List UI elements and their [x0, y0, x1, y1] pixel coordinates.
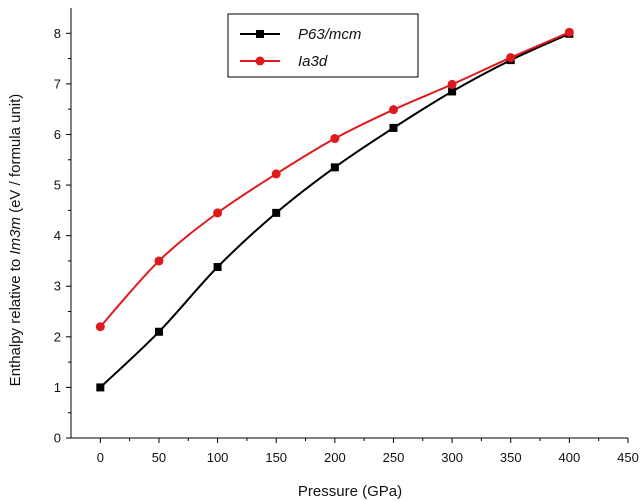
data-point-circle	[271, 169, 281, 179]
y-tick-label: 6	[54, 127, 61, 142]
y-tick-label: 2	[54, 329, 61, 344]
series-1	[95, 27, 574, 332]
data-point-circle	[447, 79, 457, 89]
x-tick-label: 450	[617, 450, 639, 465]
legend-marker-circle	[255, 56, 265, 66]
y-tick-label: 5	[54, 178, 61, 193]
data-point-circle	[564, 27, 574, 37]
data-point-circle	[95, 322, 105, 332]
ticks: 0 50 100 150 200 250 300 350 400 450 0 1 2 3 4 5 6 7 8	[54, 26, 639, 465]
legend-marker-square	[256, 30, 264, 38]
legend-entry: P63/mcm	[240, 26, 361, 43]
data-point-square	[389, 123, 398, 132]
data-point-circle	[213, 208, 223, 218]
y-axis-title-italic: Im3m	[7, 217, 24, 255]
legend-box	[227, 13, 419, 78]
y-axis-title-suffix: (eV / formula unit)	[7, 94, 24, 217]
data-point-square	[213, 263, 222, 272]
x-tick-label: 150	[265, 450, 287, 465]
series-0	[96, 29, 574, 392]
data-point-circle	[506, 53, 516, 63]
x-tick-label: 0	[97, 450, 104, 465]
data-point-square	[272, 208, 281, 217]
legend-label: Ia3d	[298, 53, 328, 70]
data-point-square	[96, 383, 105, 392]
data-point-circle	[388, 105, 398, 115]
x-tick-label: 200	[324, 450, 346, 465]
x-tick-label: 250	[383, 450, 405, 465]
x-tick-label: 100	[207, 450, 229, 465]
axes	[70, 8, 628, 439]
y-tick-label: 0	[54, 431, 61, 446]
legend: P63/mcm Ia3d	[227, 13, 419, 78]
x-tick-label: 50	[152, 450, 166, 465]
x-tick-label: 300	[441, 450, 463, 465]
y-tick-label: 8	[54, 26, 61, 41]
x-axis-title: Pressure (GPa)	[298, 483, 402, 500]
data-point-circle	[154, 256, 164, 266]
y-tick-label: 7	[54, 76, 61, 91]
series-layer	[95, 27, 574, 392]
y-axis-title: Enthalpy relative to Im3m (eV / formula …	[7, 94, 24, 387]
data-point-square	[448, 87, 457, 96]
y-tick-label: 3	[54, 279, 61, 294]
y-axis-title-prefix: Enthalpy relative to	[7, 255, 24, 387]
legend-entry: Ia3d	[240, 53, 328, 70]
y-tick-label: 4	[54, 228, 61, 243]
data-point-square	[154, 327, 163, 336]
series-line	[99, 32, 570, 389]
y-tick-label: 1	[54, 380, 61, 395]
data-point-square	[330, 163, 339, 172]
data-point-circle	[330, 134, 340, 144]
x-tick-label: 400	[559, 450, 581, 465]
x-tick-label: 350	[500, 450, 522, 465]
legend-label: P63/mcm	[298, 26, 361, 43]
